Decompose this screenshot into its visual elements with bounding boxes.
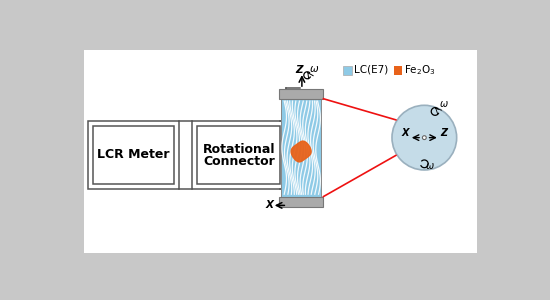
Text: Z: Z	[296, 65, 303, 75]
Text: X: X	[402, 128, 409, 138]
Bar	[281, 99, 321, 196]
Bar	[279, 89, 323, 99]
Text: ω: ω	[310, 64, 319, 74]
Bar	[279, 196, 323, 207]
Bar	[88, 121, 179, 189]
Polygon shape	[291, 141, 311, 162]
Bar	[343, 66, 352, 75]
Bar	[93, 126, 174, 184]
Text: Rotational: Rotational	[202, 143, 275, 156]
Ellipse shape	[392, 105, 456, 170]
Text: X: X	[266, 200, 274, 211]
Ellipse shape	[422, 136, 426, 140]
Text: Connector: Connector	[203, 154, 274, 168]
Text: Fe$_2$O$_3$: Fe$_2$O$_3$	[404, 63, 436, 77]
Bar	[197, 126, 280, 184]
Text: LCR Meter: LCR Meter	[97, 148, 170, 161]
Text: LC(E7): LC(E7)	[354, 65, 388, 75]
Text: ω: ω	[440, 99, 448, 109]
Bar	[394, 66, 402, 75]
Bar	[192, 121, 286, 189]
Bar	[84, 50, 477, 253]
Text: Z: Z	[441, 128, 448, 138]
Text: ω: ω	[426, 161, 434, 171]
